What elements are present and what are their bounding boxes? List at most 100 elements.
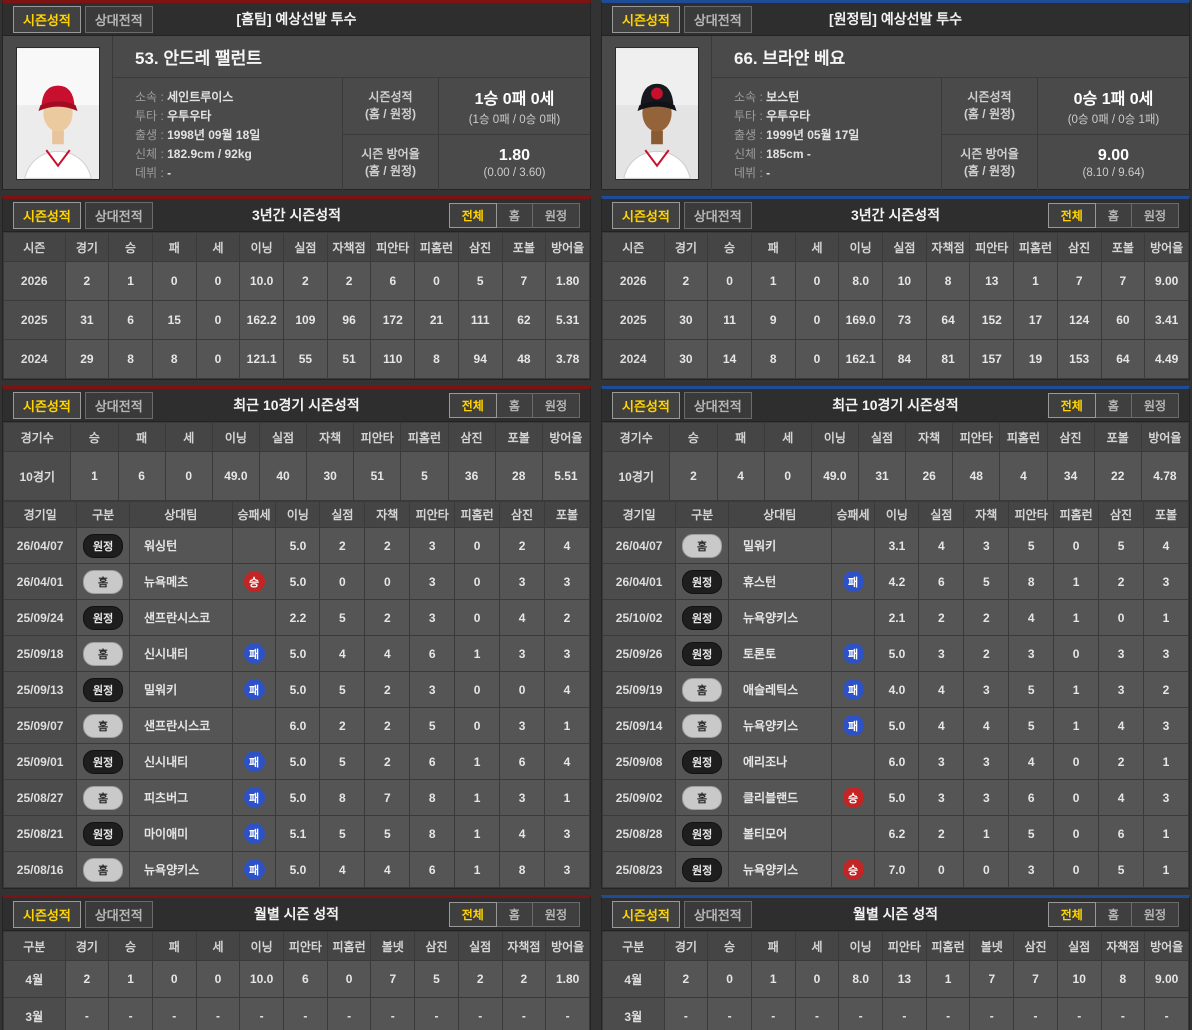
- loss-badge-icon: 패: [842, 715, 864, 736]
- filter-home[interactable]: 홈: [1095, 901, 1132, 927]
- filter-all[interactable]: 전체: [1047, 901, 1096, 927]
- tab-head-to-head[interactable]: 상대전적: [683, 391, 752, 419]
- tab-head-to-head[interactable]: 상대전적: [84, 201, 153, 229]
- stat-cell: 5.0: [874, 707, 920, 744]
- filter-home[interactable]: 홈: [1095, 202, 1132, 228]
- venue-cell: 원정: [675, 815, 729, 852]
- tab-head-to-head[interactable]: 상대전적: [683, 201, 752, 229]
- filter-away[interactable]: 원정: [532, 901, 580, 927]
- stat-cell: 7: [1056, 261, 1102, 301]
- row-header: 25/08/27: [2, 779, 78, 816]
- tab-season-stats[interactable]: 시즌성적: [612, 201, 680, 229]
- stat-cell: 2: [544, 599, 590, 636]
- tab-season-stats[interactable]: 시즌성적: [612, 391, 680, 419]
- row-header: 25/09/19: [601, 671, 677, 708]
- stat-cell: 4: [499, 599, 546, 636]
- filter-home[interactable]: 홈: [496, 901, 533, 927]
- column-header: 실점: [457, 931, 503, 961]
- tab-head-to-head[interactable]: 상대전적: [683, 5, 752, 33]
- column-header: 세: [195, 232, 241, 262]
- result-cell: 패: [830, 707, 876, 744]
- stat-cell: 0: [763, 451, 812, 501]
- column-header: 경기: [663, 931, 709, 961]
- player-info-body: 66. 브라얀 베요 소속 : 보스턴 투타 : 우투우타 출생 : 1999년…: [602, 36, 1189, 191]
- venue-cell: 홈: [76, 635, 130, 672]
- tab-head-to-head[interactable]: 상대전적: [84, 900, 153, 928]
- tab-season-stats[interactable]: 시즌성적: [13, 900, 81, 928]
- stat-cell: 49.0: [810, 451, 859, 501]
- stat-cell: 64: [925, 300, 971, 340]
- tab-season-stats[interactable]: 시즌성적: [612, 5, 680, 33]
- opponent-cell: 볼티모어: [727, 815, 832, 852]
- stat-cell: 1.80: [545, 261, 590, 301]
- stat-cell: 2: [64, 960, 110, 998]
- loss-badge-icon: 패: [243, 643, 265, 664]
- table-row: 2026 2 0 1 0 8.0 10 8 13 1 7 7 9.00: [602, 261, 1189, 301]
- filter-all[interactable]: 전체: [448, 202, 497, 228]
- tab-head-to-head[interactable]: 상대전적: [84, 391, 153, 419]
- stat-cell: 9.00: [1144, 261, 1189, 301]
- table-row: 25/09/19 홈 애슬레틱스 패 4.0 4 3 5 1 3 2: [601, 671, 1189, 708]
- stat-cell: 2: [501, 960, 547, 998]
- filter-all[interactable]: 전체: [448, 392, 497, 418]
- column-header: 실점: [882, 232, 927, 262]
- stat-cell: 7: [370, 960, 416, 998]
- stat-cell: 6: [409, 635, 456, 672]
- filter-home[interactable]: 홈: [1095, 392, 1132, 418]
- filter-home[interactable]: 홈: [496, 202, 533, 228]
- opponent-cell: 샌프란시스코: [128, 599, 233, 636]
- filter-all[interactable]: 전체: [448, 901, 497, 927]
- tab-season-stats[interactable]: 시즌성적: [13, 391, 81, 419]
- stat-cell: 4: [499, 815, 546, 852]
- venue-filter-group: 전체 홈 원정: [1047, 392, 1179, 418]
- tab-season-stats[interactable]: 시즌성적: [612, 900, 680, 928]
- home-recent-games-section: 시즌성적 상대전적 최근 10경기 시즌성적 전체 홈 원정 경기수 승 패 세 이닝 실…: [2, 386, 591, 889]
- column-header: 피안타: [952, 422, 1001, 452]
- filter-away[interactable]: 원정: [1131, 901, 1179, 927]
- filter-all[interactable]: 전체: [1047, 392, 1096, 418]
- stat-cell: 3: [963, 671, 1010, 708]
- tab-season-stats[interactable]: 시즌성적: [13, 5, 81, 33]
- stat-cell: 3: [918, 779, 965, 816]
- loss-badge-icon: 패: [243, 823, 265, 844]
- stat-cell: 0: [454, 563, 501, 600]
- stat-cell: -: [108, 997, 153, 1030]
- row-header: 26/04/07: [601, 527, 677, 564]
- venue-cell: 원정: [76, 743, 130, 780]
- stat-cell: 7: [969, 960, 1015, 998]
- filter-away[interactable]: 원정: [532, 202, 580, 228]
- stat-cell: 2: [963, 599, 1010, 636]
- filter-home[interactable]: 홈: [496, 392, 533, 418]
- tab-head-to-head[interactable]: 상대전적: [84, 5, 153, 33]
- filter-away[interactable]: 원정: [1131, 202, 1179, 228]
- stat-cell: 48: [952, 451, 1001, 501]
- stat-cell: -: [838, 997, 884, 1030]
- result-cell: 패: [231, 779, 277, 816]
- stat-cell: 1: [1143, 815, 1189, 852]
- filter-all[interactable]: 전체: [1047, 202, 1096, 228]
- season-record-value: 0승 1패 0세 (0승 0패 / 0승 1패): [1038, 78, 1189, 135]
- column-header: 피홈런: [414, 232, 459, 262]
- home-monthly-section: 시즌성적 상대전적 월별 시즌 성적 전체 홈 원정 구분 경기 승 패 세 이닝 피안타 피…: [2, 895, 591, 1030]
- stat-cell: 5: [409, 707, 456, 744]
- tab-head-to-head[interactable]: 상대전적: [683, 900, 752, 928]
- stat-cell: 10경기: [601, 451, 671, 501]
- column-header: 피홈런: [999, 422, 1048, 452]
- stat-cell: 0: [918, 851, 965, 888]
- stat-cell: 1: [108, 261, 153, 301]
- away-badge: 원정: [83, 677, 124, 702]
- filter-away[interactable]: 원정: [532, 392, 580, 418]
- loss-badge-icon: 패: [243, 679, 265, 700]
- season-record-value: 1승 0패 0세 (1승 0패 / 0승 0패): [439, 78, 590, 135]
- stat-cell: 0: [414, 261, 459, 301]
- three-year-table: 시즌 경기 승 패 세 이닝 실점 자책점 피안타 피홈런 삼진 포볼 방어율 2026 2 1 0 0 10.0…: [3, 232, 590, 379]
- column-header: 자책: [364, 501, 411, 528]
- column-header: 경기: [663, 232, 709, 262]
- win-badge-icon: 승: [842, 787, 864, 808]
- tab-season-stats[interactable]: 시즌성적: [13, 201, 81, 229]
- table-row: 25/09/02 홈 클리블랜드 승 5.0 3 3 6 0 4 3: [601, 779, 1189, 816]
- stat-cell: -: [1100, 997, 1146, 1030]
- venue-cell: 원정: [675, 563, 729, 600]
- filter-away[interactable]: 원정: [1131, 392, 1179, 418]
- table-row: 25/09/08 원정 에리조나 6.0 3 3 4 0 2 1: [601, 743, 1189, 780]
